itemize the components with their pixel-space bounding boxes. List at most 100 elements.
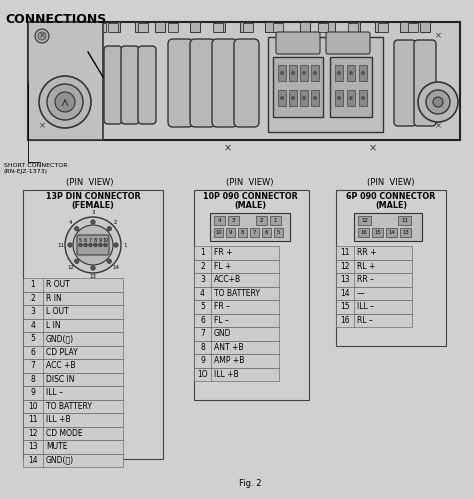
Text: MUTE: MUTE [46,442,67,451]
FancyBboxPatch shape [234,39,259,127]
Text: 12: 12 [361,218,368,223]
Bar [23,305,123,318]
Text: AMP +B: AMP +B [214,356,245,365]
FancyBboxPatch shape [138,46,156,124]
Bar [226,228,235,237]
Bar [28,22,103,140]
Text: 7: 7 [89,238,92,243]
Bar [250,228,259,237]
Text: R OUT: R OUT [46,280,70,289]
Text: 10: 10 [215,230,222,235]
Text: 3: 3 [91,211,95,216]
Text: 1O: 1O [197,370,208,379]
Bar [28,22,460,140]
Bar [268,37,383,132]
Bar [336,259,412,273]
Text: 13: 13 [402,230,409,235]
Circle shape [55,92,75,112]
Bar [110,22,120,32]
Text: 12: 12 [28,429,38,438]
Bar [240,22,250,32]
Text: 9: 9 [99,238,102,243]
Text: CONNECTIONS: CONNECTIONS [5,13,106,26]
Bar [23,427,123,440]
Text: Fig. 2: Fig. 2 [239,479,261,488]
Bar [96,23,106,32]
Bar [194,327,279,340]
Bar [168,23,178,32]
Circle shape [89,243,92,247]
Bar [336,313,412,327]
Circle shape [337,71,341,75]
Bar [155,22,165,32]
Text: (FEMALE): (FEMALE) [72,201,114,210]
Text: 4: 4 [218,218,221,223]
Circle shape [47,84,83,120]
Text: 12: 12 [340,262,350,271]
Text: 13: 13 [340,275,350,284]
Bar [350,22,360,32]
Bar [194,273,279,286]
Text: 14: 14 [388,230,395,235]
Text: DISC IN: DISC IN [46,375,74,384]
Text: ACC +B: ACC +B [46,361,75,370]
Text: 8: 8 [241,230,244,235]
Text: —: — [357,289,365,298]
Bar [108,23,118,32]
Bar [194,354,279,367]
Text: (MALE): (MALE) [375,201,407,210]
Bar [23,318,123,332]
Bar [194,300,279,313]
Bar [23,386,123,400]
Text: 14: 14 [28,456,38,465]
Bar [138,23,148,32]
Text: ×: × [435,121,441,131]
Text: (MALE): (MALE) [234,201,266,210]
Text: 5: 5 [277,230,280,235]
Circle shape [426,90,450,114]
Bar [243,23,253,32]
Circle shape [94,243,97,247]
Bar [386,228,397,237]
Bar [318,23,328,32]
Text: 10: 10 [102,238,109,243]
Circle shape [84,243,87,247]
Text: 5: 5 [200,302,205,311]
Circle shape [91,220,95,224]
Bar [378,23,388,32]
Text: 14: 14 [112,265,119,270]
Text: RR +: RR + [357,248,376,257]
Bar [273,57,323,117]
FancyBboxPatch shape [212,39,237,127]
Bar [23,400,123,413]
Bar [215,22,225,32]
Bar [400,22,410,32]
Text: 1: 1 [123,243,127,248]
Text: 15: 15 [340,302,350,311]
Text: 7: 7 [30,361,36,370]
Circle shape [104,243,107,247]
Text: 4: 4 [200,289,205,298]
FancyBboxPatch shape [168,39,193,127]
Text: ACC+B: ACC+B [214,275,241,284]
Bar [23,278,123,291]
Circle shape [361,71,365,75]
Bar [300,90,308,106]
Text: R IN: R IN [46,294,62,303]
Circle shape [35,29,49,43]
Text: ANT +B: ANT +B [214,343,244,352]
Text: CD PLAY: CD PLAY [46,348,78,357]
Text: 6: 6 [200,316,205,325]
Bar [213,23,223,32]
Bar [194,190,309,400]
Bar [214,228,223,237]
Circle shape [313,71,317,75]
Text: 9: 9 [229,230,232,235]
Text: 2: 2 [114,220,118,225]
Text: ILL +B: ILL +B [46,415,71,424]
Text: 6: 6 [30,348,36,357]
Text: 15: 15 [374,230,381,235]
FancyBboxPatch shape [394,40,416,126]
Bar [214,216,225,225]
Text: 1: 1 [200,248,205,257]
